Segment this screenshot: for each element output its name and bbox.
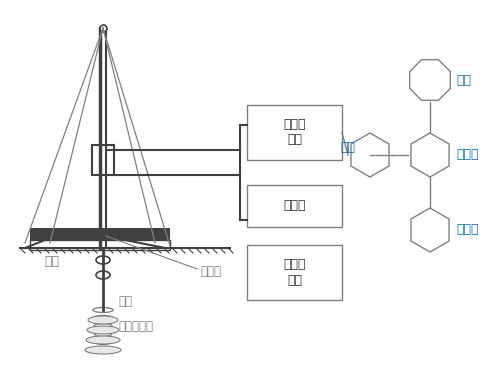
- Text: 钻机: 钻机: [44, 255, 60, 268]
- Bar: [30, 228, 170, 240]
- Ellipse shape: [94, 332, 111, 336]
- Text: 搅拌机: 搅拌机: [455, 149, 478, 162]
- Text: 高压泥
浆泵: 高压泥 浆泵: [283, 118, 305, 146]
- Bar: [30, 240, 170, 250]
- Text: 水泥仓: 水泥仓: [455, 223, 478, 237]
- Ellipse shape: [93, 308, 113, 312]
- Text: 旋喷固结体: 旋喷固结体: [118, 320, 153, 333]
- Ellipse shape: [85, 346, 121, 354]
- Polygon shape: [410, 208, 448, 252]
- Bar: [92, 145, 114, 175]
- Bar: [246, 245, 341, 300]
- Ellipse shape: [94, 323, 112, 329]
- Ellipse shape: [87, 326, 119, 334]
- Ellipse shape: [95, 340, 111, 344]
- Bar: [246, 185, 341, 227]
- Ellipse shape: [96, 271, 110, 279]
- Ellipse shape: [86, 336, 120, 344]
- Text: 水箱: 水箱: [455, 74, 470, 86]
- Bar: [246, 105, 341, 160]
- Ellipse shape: [93, 315, 112, 321]
- Ellipse shape: [88, 316, 118, 324]
- Text: 注浆管: 注浆管: [200, 265, 221, 278]
- Polygon shape: [410, 133, 448, 177]
- Ellipse shape: [96, 256, 110, 264]
- Polygon shape: [350, 133, 388, 177]
- Text: 高压清
水泵: 高压清 水泵: [283, 258, 305, 287]
- Text: 喷头: 喷头: [118, 295, 132, 308]
- Text: 浆桶: 浆桶: [339, 142, 354, 155]
- Text: 空压机: 空压机: [283, 199, 305, 212]
- Polygon shape: [409, 60, 449, 100]
